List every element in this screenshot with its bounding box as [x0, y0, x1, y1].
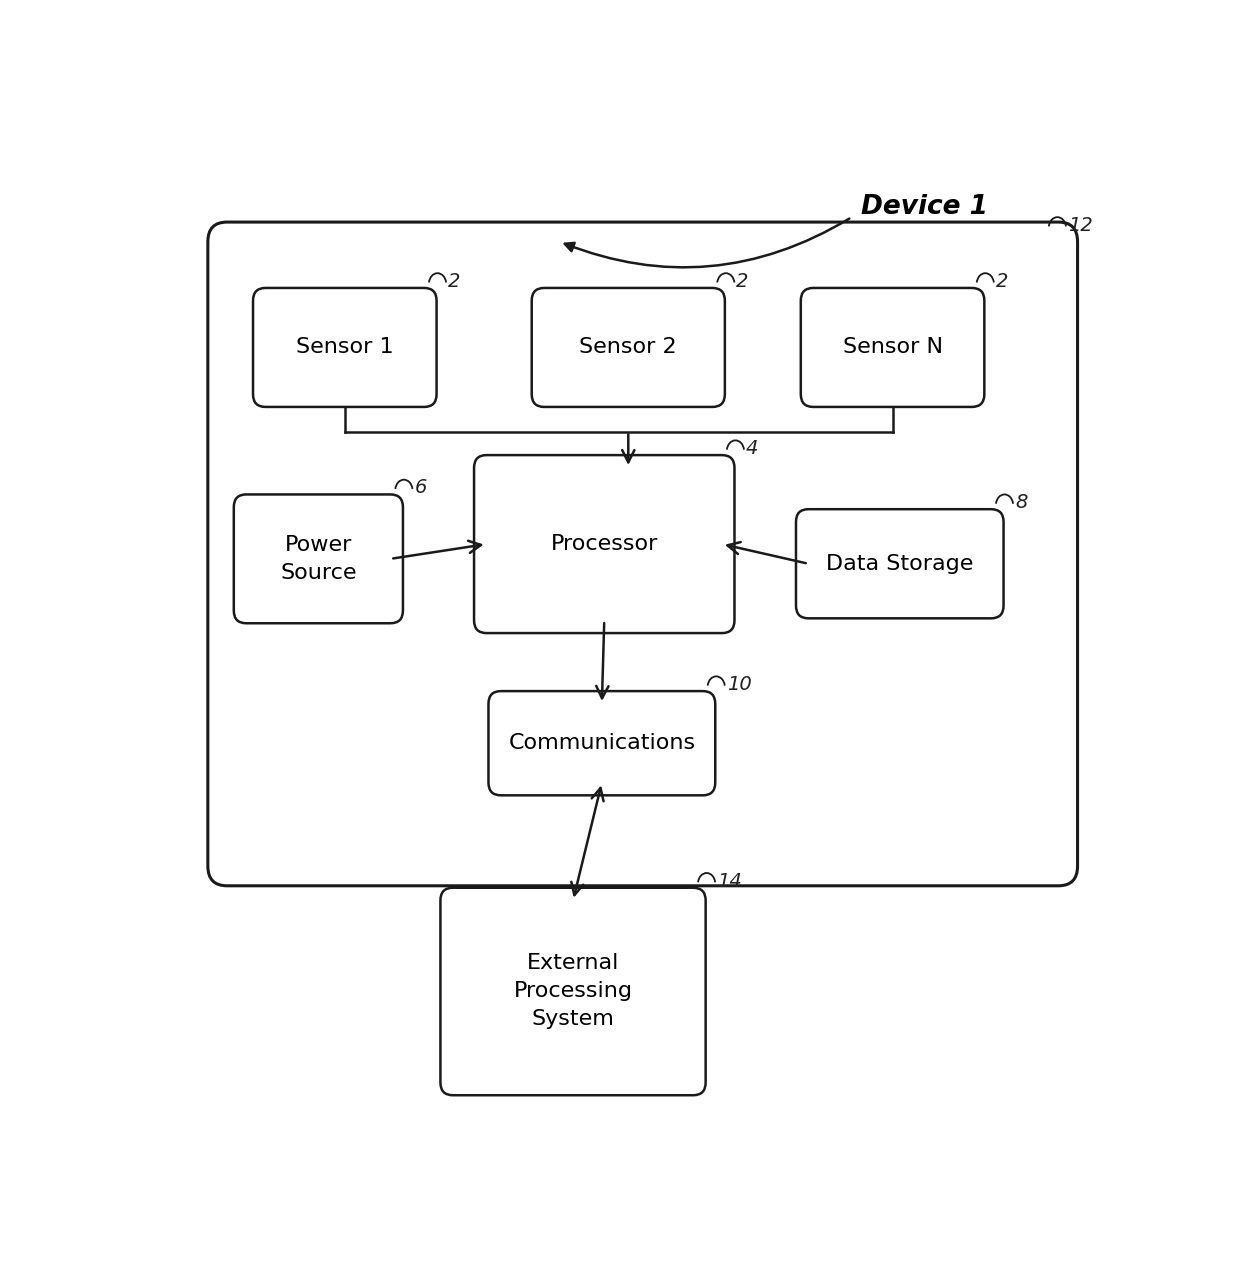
Text: 14: 14: [717, 872, 742, 891]
Text: Communications: Communications: [508, 733, 696, 753]
Text: 12: 12: [1068, 216, 1092, 235]
FancyBboxPatch shape: [253, 287, 436, 407]
Text: External
Processing
System: External Processing System: [513, 954, 632, 1029]
Text: 6: 6: [414, 479, 427, 497]
Text: 2: 2: [448, 272, 460, 291]
Text: Power
Source: Power Source: [280, 535, 357, 582]
FancyBboxPatch shape: [234, 494, 403, 623]
Text: 4: 4: [746, 439, 759, 458]
Text: 2: 2: [996, 272, 1008, 291]
Text: 10: 10: [727, 676, 751, 695]
FancyBboxPatch shape: [532, 287, 725, 407]
Text: 8: 8: [1016, 493, 1028, 512]
Text: 2: 2: [737, 272, 749, 291]
FancyBboxPatch shape: [208, 222, 1078, 886]
Text: Device 1: Device 1: [862, 194, 988, 221]
FancyBboxPatch shape: [489, 691, 715, 796]
FancyBboxPatch shape: [801, 287, 985, 407]
Text: Sensor 2: Sensor 2: [579, 337, 677, 358]
Text: Sensor 1: Sensor 1: [296, 337, 393, 358]
FancyBboxPatch shape: [440, 888, 706, 1096]
Text: Processor: Processor: [551, 534, 658, 554]
Text: Data Storage: Data Storage: [826, 554, 973, 573]
FancyBboxPatch shape: [796, 510, 1003, 618]
Text: Sensor N: Sensor N: [842, 337, 942, 358]
FancyBboxPatch shape: [474, 455, 734, 633]
